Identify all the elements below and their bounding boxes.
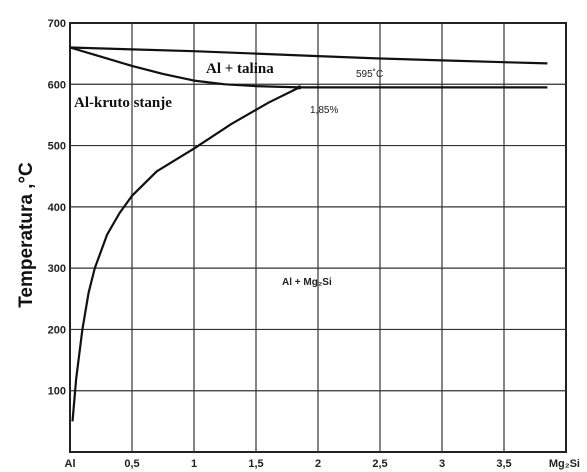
y-tick-label: 100 xyxy=(48,386,66,398)
liquidus-line xyxy=(69,46,548,65)
x-tick-label: Mg₂Si xyxy=(549,458,580,470)
y-tick-label: 200 xyxy=(48,324,66,336)
x-tick-label: 1 xyxy=(191,458,197,470)
y-tick-label: 300 xyxy=(48,263,66,275)
region-label-solid: Al-kruto stanje xyxy=(74,95,172,111)
x-tick-labels: Al 0,5 1 1,5 2 2,5 3 3,5 Mg₂Si xyxy=(65,458,581,470)
region-label-liquid: Al + talina xyxy=(206,61,274,77)
x-tick-label: 1,5 xyxy=(248,458,263,470)
x-tick-label: 3,5 xyxy=(496,458,511,470)
y-tick-label: 400 xyxy=(48,202,66,214)
x-tick-label: Al xyxy=(65,458,76,470)
y-tick-label: 700 xyxy=(48,18,66,30)
solvus-line xyxy=(71,86,300,422)
y-tick-labels: 100 200 300 400 500 600 700 xyxy=(48,18,66,398)
annotation-eutectic-comp: 1,85% xyxy=(310,105,338,116)
x-tick-label: 2 xyxy=(315,458,321,470)
y-axis-label: Temperatura ,°C xyxy=(16,162,37,308)
solidus-line xyxy=(69,46,300,89)
series-lines xyxy=(69,46,548,422)
x-tick-label: 0,5 xyxy=(124,458,139,470)
annotation-eutectic-temp: 595˚C xyxy=(356,68,383,80)
x-tick-label: 3 xyxy=(439,458,445,470)
region-label-mg2si: Al + Mg₂Si xyxy=(282,277,332,288)
eutectic-point xyxy=(297,85,302,90)
y-tick-label: 500 xyxy=(48,141,66,153)
x-tick-label: 2,5 xyxy=(372,458,387,470)
y-tick-label: 600 xyxy=(48,79,66,91)
grid xyxy=(70,23,566,452)
